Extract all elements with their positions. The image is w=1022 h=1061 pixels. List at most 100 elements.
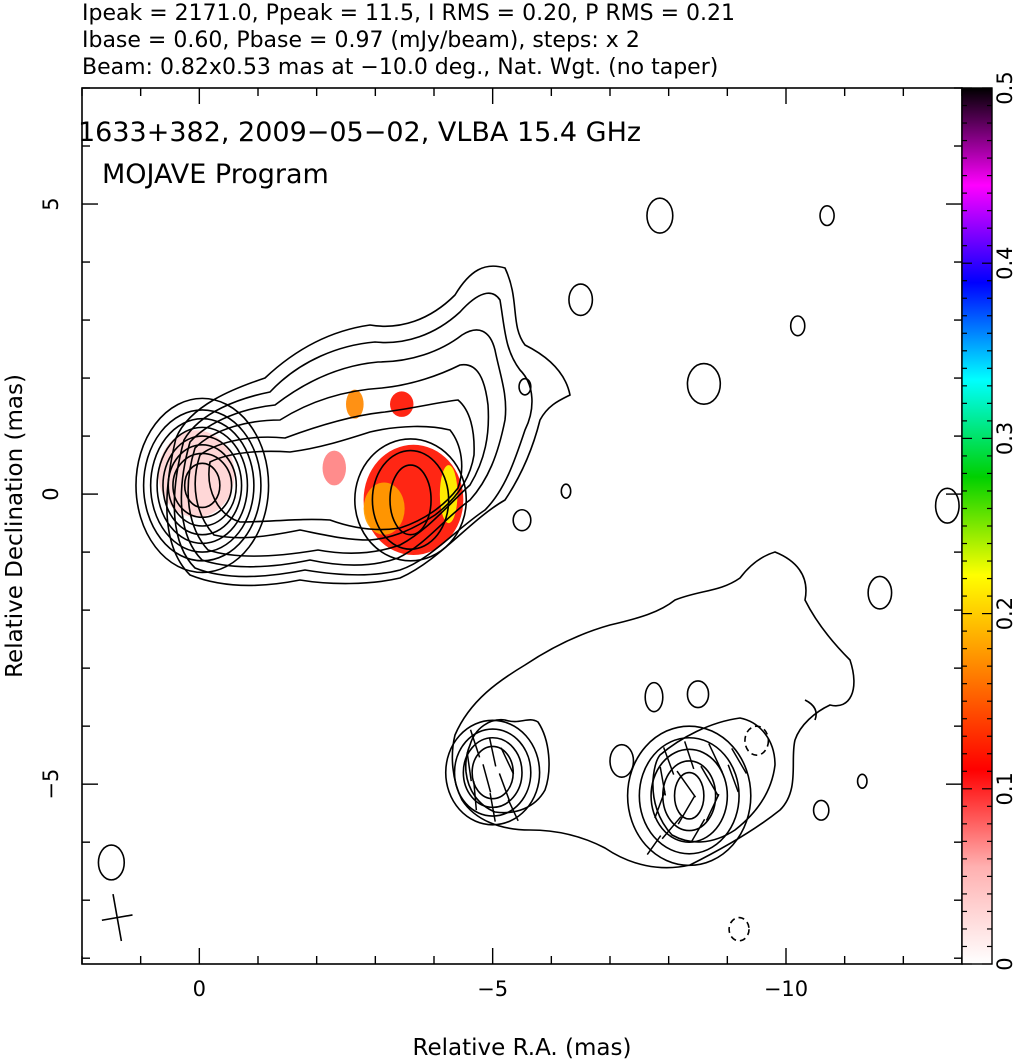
y-axis-label: Relative Declination (mas) [2,374,28,678]
lobe-west-contour [650,748,729,843]
colorbar-ticks [962,87,992,965]
polarization-vector [498,773,511,801]
negative-noise-contour [744,725,770,756]
lobe-west-contour [673,771,705,820]
core-contour [172,452,233,519]
y-tick-labels: 5 0 −5 [39,197,63,799]
core-peak-contour [183,462,221,509]
polarization-vector [677,796,695,825]
core-contour [167,443,238,527]
jet-contour-1 [166,265,571,587]
x-tick-label: −10 [764,977,808,1001]
x-tick-label: 0 [193,977,206,1001]
colorbar-tick-label: 0.3 [993,422,1017,455]
x-axis-label: Relative R.A. (mas) [413,1035,632,1061]
header-line-peak: Ipeak = 2171.0, Ppeak = 11.5, I RMS = 0.… [82,1,735,26]
polarization-patch [390,391,414,417]
core-contour [149,417,255,553]
polarization-vector [727,764,739,793]
polarization-vector [500,747,515,775]
y-tick-label: −5 [39,769,63,800]
colorbar-tick-label: 0.5 [993,71,1017,104]
noise-contour [97,844,126,881]
noise-contour [644,681,664,713]
noise-contour [686,362,722,405]
lobe-east-contour [453,728,532,817]
jet-knot-contour [371,449,450,551]
polarization-vector [482,764,492,793]
polarization-vector [654,790,666,819]
polarization-vector [708,743,724,773]
polarization-patch [322,450,346,486]
core-contour [156,426,249,545]
lobe-contour-outer [451,551,855,869]
y-tick-label: 5 [39,197,63,210]
colorbar-tick-labels: 0 0.1 0.2 0.3 0.4 0.5 [993,71,1017,970]
polarization-vector [473,781,478,811]
noise-contour [867,575,893,610]
polarization-vector [488,737,497,767]
jet-contour-6 [208,425,463,531]
header-line-base: Ibase = 0.60, Pbase = 0.97 (mJy/beam), s… [82,28,640,53]
polarization-vector [662,747,675,775]
noise-contours [97,197,960,942]
lobe-west-contour [638,736,740,855]
noise-contour [609,743,635,778]
core-contour [135,397,270,574]
colorbar-tick-label: 0.4 [993,246,1017,279]
lobe-contour-west-inner [652,717,776,843]
source-annotation: 1633+382, 2009−05−02, VLBA 15.4 GHz [78,117,641,148]
y-tick-label: 0 [39,487,63,500]
jet-envelope-contours [166,265,571,587]
polarization-vector [683,741,695,770]
noise-contour [646,197,674,234]
jet-knot-contour [389,464,432,536]
jet-knot-contour [353,438,468,562]
noise-contour [518,377,532,396]
noise-contour [819,204,835,227]
colorbar-tick-label: 0.1 [993,772,1017,805]
polarization-vector [690,818,706,843]
polarization-vector [489,792,496,822]
lobe-west-contour [626,725,752,867]
fractional-polarization-layer [158,389,464,556]
noise-contour [560,483,572,499]
core-position [183,462,221,509]
plot-frame [81,87,963,965]
polarization-vector [661,816,682,840]
polarization-patch [346,389,364,419]
jet-contour-2 [173,292,533,578]
header-line-beam: Beam: 0.82x0.53 mas at −10.0 deg., Nat. … [82,55,718,80]
plot-area [97,197,960,942]
lobe-contour-east-inner [464,719,550,814]
polarization-vector [507,799,519,822]
polarization-vector [676,770,697,798]
restoring-beam [101,894,133,942]
noise-contour [934,487,960,524]
polarization-vector [646,835,662,856]
lobe-neck-contour [804,699,817,721]
noise-contour [856,773,868,790]
beam-minor-axis [101,914,133,922]
jet-contour-3 [180,329,507,568]
polarization-vector [731,748,748,774]
noise-contour [789,315,806,337]
polarization-vector [700,765,720,797]
noise-contour [686,680,710,709]
colorbar-tick-label: 0 [993,957,1017,970]
polarization-vector [469,729,481,758]
colorbar-tick-label: 0.2 [993,597,1017,630]
lobe-west-contour [661,760,717,832]
core-contour [142,409,262,562]
x-tick-labels: 0 −5 −10 [193,977,809,1001]
noise-contour [512,508,532,532]
polarization-vectors [466,729,748,856]
negative-noise-contour [728,916,750,942]
noise-contour [812,799,830,821]
program-annotation: MOJAVE Program [102,159,329,190]
polarization-vector [466,752,472,782]
polarization-vector [705,793,720,821]
x-tick-label: −5 [477,977,508,1001]
